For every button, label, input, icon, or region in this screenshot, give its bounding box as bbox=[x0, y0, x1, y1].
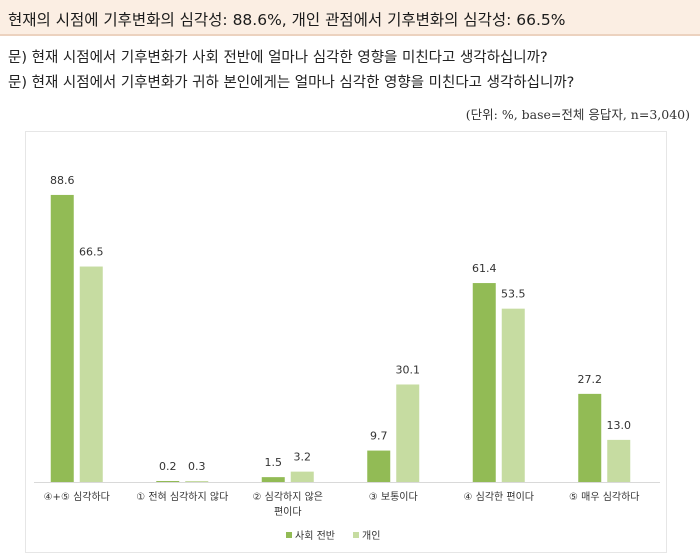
question-personal: 문) 현재 시점에서 기후변화가 귀하 본인에게는 얼마나 심각한 영향을 미친… bbox=[8, 75, 575, 91]
data-label: 53.5 bbox=[501, 288, 526, 301]
data-label: 66.5 bbox=[79, 246, 104, 259]
page-title: 현재의 시점에 기후변화의 심각성: 88.6%, 개인 관점에서 기후변화의 … bbox=[8, 11, 566, 29]
data-label: 3.2 bbox=[294, 451, 312, 464]
legend-label: 개인 bbox=[362, 530, 380, 542]
bar-personal-5 bbox=[607, 439, 631, 482]
category-label: ④ 심각한 편이다 bbox=[463, 491, 534, 503]
bar-personal-1 bbox=[185, 481, 209, 482]
data-label: 0.3 bbox=[188, 460, 206, 473]
data-label: 27.2 bbox=[578, 373, 603, 386]
bar-personal-0 bbox=[79, 266, 103, 482]
bar-society-0 bbox=[50, 194, 74, 482]
data-label: 61.4 bbox=[472, 262, 497, 275]
legend-swatch-personal bbox=[353, 532, 359, 538]
bar-society-2 bbox=[261, 477, 285, 482]
bar-personal-4 bbox=[501, 308, 525, 482]
bar-society-5 bbox=[578, 393, 602, 482]
bar-personal-2 bbox=[290, 471, 314, 482]
data-label: 30.1 bbox=[396, 363, 421, 376]
category-label: 편이다 bbox=[274, 506, 302, 518]
data-label: 13.0 bbox=[607, 419, 632, 432]
bar-chart: 88.6 66.5 ④+⑤ 심각하다 0.2 0.3 ① 전혀 심각하지 않다 1.5 3.2… bbox=[34, 174, 660, 542]
bar-society-4 bbox=[472, 283, 496, 482]
data-label: 9.7 bbox=[370, 430, 388, 443]
legend-label: 사회 전반 bbox=[295, 530, 335, 542]
unit-note: (단위: %, base=전체 응답자, n=3,040) bbox=[465, 107, 690, 122]
chart-panel: 88.6 66.5 ④+⑤ 심각하다 0.2 0.3 ① 전혀 심각하지 않다 1.5 3.2… bbox=[25, 131, 667, 553]
category-label: ③ 보통이다 bbox=[369, 491, 418, 503]
category-label: ⑤ 매우 심각하다 bbox=[569, 490, 640, 503]
data-label: 1.5 bbox=[265, 456, 283, 469]
bar-society-3 bbox=[367, 450, 391, 482]
category-label: ② 심각하지 않은 bbox=[252, 490, 323, 503]
category-label: ① 전혀 심각하지 않다 bbox=[136, 490, 228, 503]
bar-personal-3 bbox=[396, 384, 420, 482]
legend-swatch-society bbox=[286, 532, 292, 538]
data-label: 88.6 bbox=[50, 174, 75, 187]
data-label: 0.2 bbox=[159, 460, 177, 473]
category-label: ④+⑤ 심각하다 bbox=[44, 490, 110, 503]
question-society: 문) 현재 시점에서 기후변화가 사회 전반에 얼마나 심각한 영향을 미친다고… bbox=[8, 50, 548, 66]
bar-society-1 bbox=[156, 481, 180, 482]
title-bar: 현재의 시점에 기후변화의 심각성: 88.6%, 개인 관점에서 기후변화의 … bbox=[0, 0, 700, 36]
